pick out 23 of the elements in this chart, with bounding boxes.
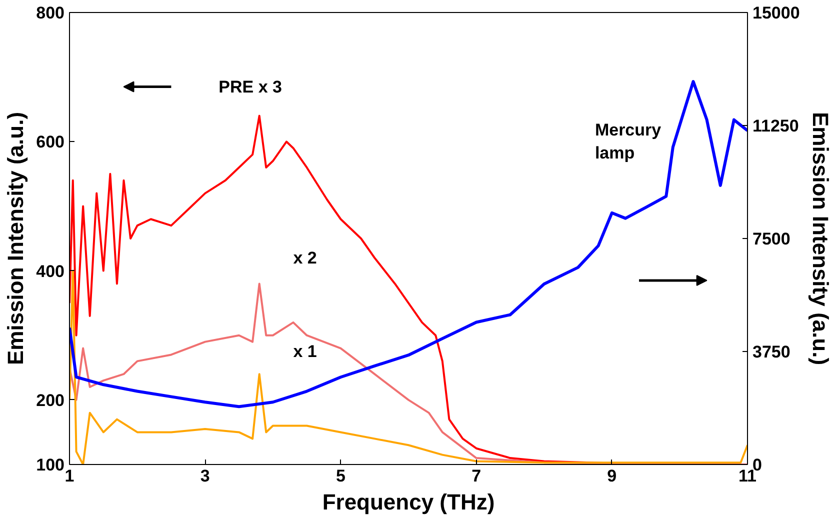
annotation: PRE x 3 xyxy=(218,77,282,96)
y-tick-label: 600 xyxy=(36,132,65,152)
y2-tick-label: 11250 xyxy=(752,116,799,136)
x-tick-label: 1 xyxy=(64,466,74,486)
y-axis-title: Emission Intensity (a.u.) xyxy=(3,112,28,366)
x-tick-label: 7 xyxy=(472,466,482,486)
y-tick-label: 800 xyxy=(36,4,65,22)
annotation: x 2 xyxy=(293,248,317,268)
y2-axis-title: Emission Intensity (a.u.) xyxy=(808,112,833,366)
y-tick-label: 400 xyxy=(36,262,65,281)
x-tick-label: 9 xyxy=(607,466,617,486)
x-tick-label: 3 xyxy=(200,466,210,486)
annotation: x 1 xyxy=(293,342,317,361)
y2-tick-label: 7500 xyxy=(752,230,790,248)
y2-tick-label: 0 xyxy=(752,456,762,474)
x-axis-title: Frequency (THz) xyxy=(322,490,495,514)
y-tick-label: 200 xyxy=(36,390,65,410)
y-tick-label: 100 xyxy=(36,456,65,474)
x-tick-label: 5 xyxy=(336,466,346,486)
line-series xyxy=(70,80,748,408)
y2-tick-label: 3750 xyxy=(752,342,790,362)
y2-tick-label: 15000 xyxy=(752,4,800,22)
annotation: Mercury lamp xyxy=(594,120,662,163)
